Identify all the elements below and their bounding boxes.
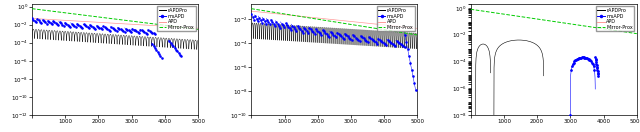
Legend: rAPDPro, msAPD, APD, Mirror-Prox: rAPDPro, msAPD, APD, Mirror-Prox [157, 6, 196, 32]
Legend: rAPDPro, msAPD, APD, Mirror-Prox: rAPDPro, msAPD, APD, Mirror-Prox [596, 6, 634, 32]
Legend: rAPDPro, msAPD, APD, Mirror-Prox: rAPDPro, msAPD, APD, Mirror-Prox [376, 6, 415, 32]
